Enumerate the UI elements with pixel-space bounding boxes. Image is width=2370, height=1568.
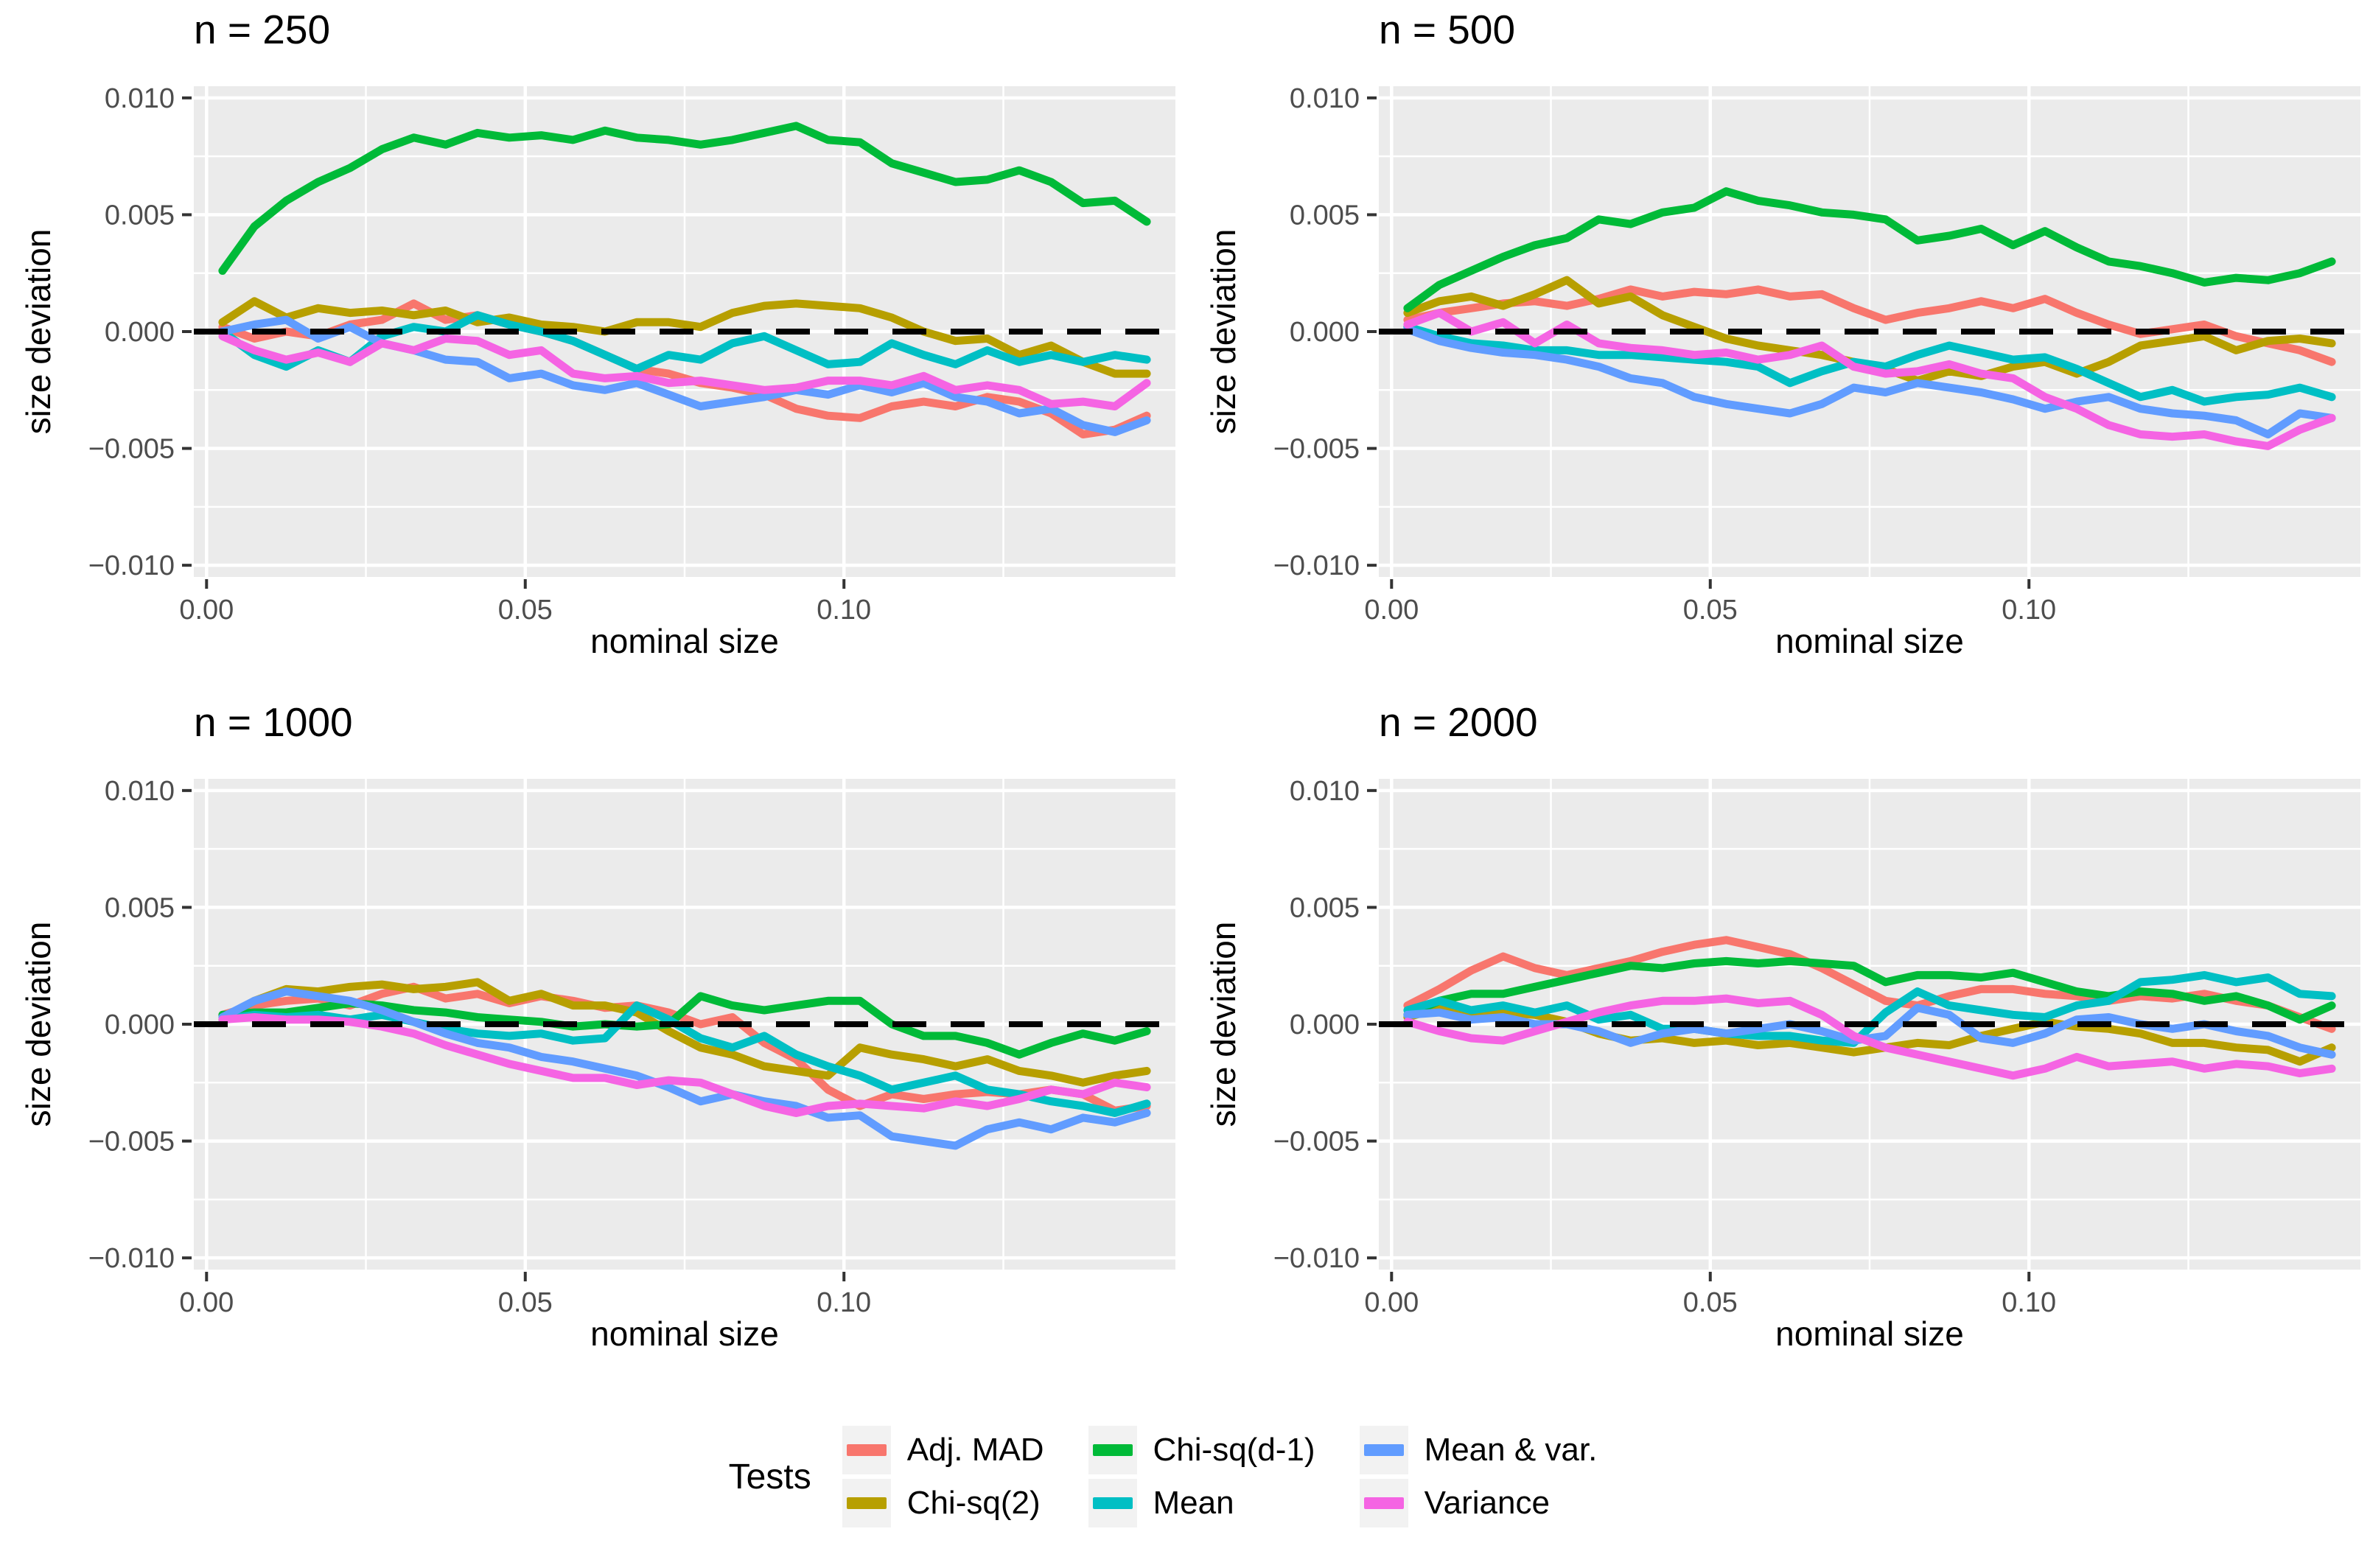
legend-item-variance: Variance: [1359, 1479, 1642, 1527]
facet-n-1000: 0.00 0.05 0.10 0.010 0.005 0.000 −0.005 −0.010 …: [0, 693, 1185, 1385]
legend: Tests Adj. MAD Chi-sq(2) Chi-sq(d-1) Mea…: [0, 1385, 2370, 1568]
y-tick-label: 0.000: [1290, 317, 1360, 348]
y-axis-title: size deviation: [1204, 228, 1242, 435]
panel-title: n = 500: [1379, 7, 1516, 52]
x-tick-label: 0.10: [2002, 1287, 2056, 1318]
y-tick-label: −0.005: [1273, 1127, 1360, 1158]
y-tick-label: 0.010: [105, 83, 175, 114]
series-line-mean: [218, 1001, 1151, 1117]
y-tick-label: 0.010: [1290, 83, 1360, 114]
y-tick-label: −0.010: [88, 550, 175, 581]
plot-panel-n-250: 0.00 0.05 0.10 0.010 0.005 0.000 −0.005 −0.010: [88, 83, 1175, 626]
y-tick-label: −0.010: [1273, 550, 1360, 581]
x-axis-title: nominal size: [1775, 1315, 1964, 1353]
series-line-mean: [1403, 970, 2336, 1047]
legend-item-mean: Mean: [1088, 1479, 1360, 1527]
y-tick-label: 0.010: [1290, 776, 1360, 807]
line-swatch-icon: [846, 1497, 887, 1509]
facet-n-2000: 0.00 0.05 0.10 0.010 0.005 0.000 −0.005 −0.010 …: [1185, 693, 2370, 1385]
x-tick-label: 0.10: [2002, 595, 2056, 626]
series-line-mean: [1403, 323, 2336, 406]
facet-n-250: 0.00 0.05 0.10 0.010 0.005 0.000 −0.005 −0.010 …: [0, 0, 1185, 693]
facet-grid: 0.00 0.05 0.10 0.010 0.005 0.000 −0.005 −0.010 …: [0, 0, 2370, 1385]
series-line-chi-sq-2-: [218, 978, 1151, 1087]
legend-key: [1359, 1479, 1408, 1527]
x-tick-label: 0.00: [179, 595, 234, 626]
legend-key: [842, 1479, 891, 1527]
y-tick-label: 0.000: [105, 1009, 175, 1040]
legend-key: [1088, 1479, 1137, 1527]
panel-title: n = 250: [194, 7, 331, 52]
panel-title: n = 1000: [194, 699, 353, 745]
y-tick-label: −0.005: [88, 1127, 175, 1158]
legend-label: Mean & var.: [1424, 1432, 1598, 1468]
series-line-adj-mad: [1403, 285, 2336, 366]
x-tick-label: 0.05: [498, 1287, 553, 1318]
legend-item-chi-sq-2: Chi-sq(2): [842, 1479, 1088, 1527]
legend-item-mean-and-var: Mean & var.: [1359, 1426, 1642, 1474]
y-tick-label: 0.005: [105, 892, 175, 923]
legend-label: Adj. MAD: [906, 1432, 1044, 1468]
legend-key: [1088, 1426, 1137, 1474]
legend-item-chi-sq-d-1: Chi-sq(d-1): [1088, 1426, 1360, 1474]
legend-label: Chi-sq(d-1): [1153, 1432, 1315, 1468]
legend-label: Chi-sq(2): [906, 1485, 1041, 1521]
legend-column-1: Adj. MAD Chi-sq(2): [842, 1426, 1088, 1527]
x-tick-label: 0.00: [179, 1287, 234, 1318]
line-swatch-icon: [1363, 1444, 1404, 1456]
y-tick-label: 0.000: [1290, 1009, 1360, 1040]
y-tick-label: 0.010: [105, 776, 175, 807]
series-line-variance: [218, 332, 1151, 410]
y-tick-label: 0.005: [1290, 200, 1360, 231]
series-line-mean-var-: [1403, 325, 2336, 438]
x-tick-label: 0.00: [1364, 595, 1419, 626]
legend-column-2: Chi-sq(d-1) Mean: [1088, 1426, 1360, 1527]
y-tick-label: −0.005: [1273, 434, 1360, 465]
y-tick-label: −0.010: [1273, 1243, 1360, 1274]
legend-item-adj-mad: Adj. MAD: [842, 1426, 1088, 1474]
x-tick-label: 0.05: [1683, 595, 1738, 626]
y-tick-label: 0.005: [105, 200, 175, 231]
plot-panel-n-500: 0.00 0.05 0.10 0.010 0.005 0.000 −0.005 −0.010: [1273, 83, 2360, 626]
line-swatch-icon: [1092, 1497, 1133, 1509]
series-line-mean-var-: [218, 987, 1151, 1150]
x-axis-title: nominal size: [590, 1315, 779, 1353]
y-tick-label: −0.010: [88, 1243, 175, 1274]
y-axis-title: size deviation: [19, 228, 57, 435]
legend-key: [842, 1426, 891, 1474]
y-axis-title: size deviation: [1204, 921, 1242, 1127]
line-swatch-icon: [1092, 1444, 1133, 1456]
y-tick-label: 0.005: [1290, 892, 1360, 923]
plot-panel-n-1000: 0.00 0.05 0.10 0.010 0.005 0.000 −0.005 −0.010: [88, 776, 1175, 1318]
series-line-variance: [1403, 309, 2336, 450]
legend-key: [1359, 1426, 1408, 1474]
series-line-chi-sq-2-: [218, 297, 1151, 378]
series-line-mean-var-: [218, 315, 1151, 436]
plot-panel-n-2000: 0.00 0.05 0.10 0.010 0.005 0.000 −0.005 −0.010: [1273, 776, 2360, 1318]
x-axis-title: nominal size: [1775, 622, 1964, 660]
legend-title: Tests: [728, 1457, 811, 1497]
series-line-chi-sq-d-1-: [218, 122, 1151, 275]
panel-title: n = 2000: [1379, 699, 1538, 745]
line-swatch-icon: [1363, 1497, 1404, 1509]
x-tick-label: 0.10: [817, 595, 871, 626]
y-tick-label: 0.000: [105, 317, 175, 348]
y-tick-label: −0.005: [88, 434, 175, 465]
x-tick-label: 0.00: [1364, 1287, 1419, 1318]
legend-label: Variance: [1424, 1485, 1550, 1521]
x-tick-label: 0.05: [498, 595, 553, 626]
series-line-chi-sq-d-1-: [1403, 956, 2336, 1024]
legend-column-3: Mean & var. Variance: [1359, 1426, 1642, 1527]
line-swatch-icon: [846, 1444, 887, 1456]
facet-n-500: 0.00 0.05 0.10 0.010 0.005 0.000 −0.005 −0.010 …: [1185, 0, 2370, 693]
legend-label: Mean: [1153, 1485, 1234, 1521]
series-line-chi-sq-d-1-: [1403, 187, 2336, 312]
x-axis-title: nominal size: [590, 622, 779, 660]
x-tick-label: 0.05: [1683, 1287, 1738, 1318]
x-tick-label: 0.10: [817, 1287, 871, 1318]
y-axis-title: size deviation: [19, 921, 57, 1127]
